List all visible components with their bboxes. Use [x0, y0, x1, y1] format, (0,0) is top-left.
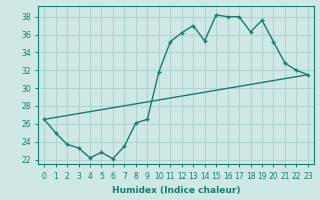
- X-axis label: Humidex (Indice chaleur): Humidex (Indice chaleur): [112, 186, 240, 195]
